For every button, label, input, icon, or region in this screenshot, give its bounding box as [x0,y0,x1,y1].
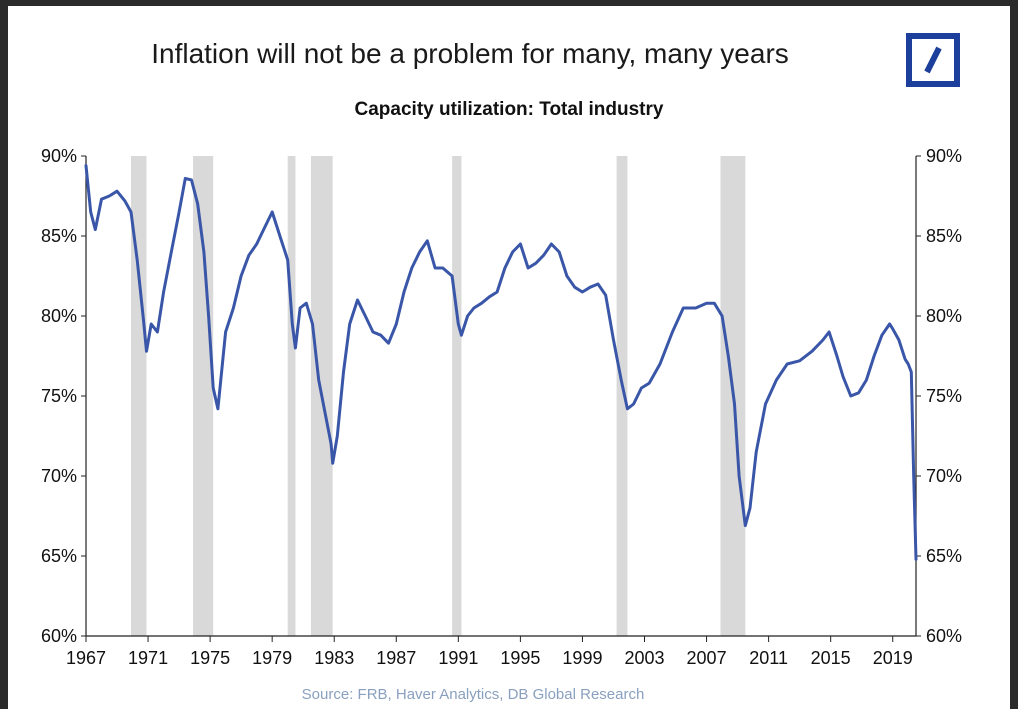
x-tick-label: 1995 [500,648,540,668]
x-tick-label: 1975 [190,648,230,668]
y-tick-label-left: 90% [41,146,77,166]
x-tick-label: 2019 [873,648,913,668]
y-tick-label-right: 65% [926,546,962,566]
x-tick-label: 1967 [66,648,106,668]
x-tick-label: 1979 [252,648,292,668]
x-tick-label: 2003 [624,648,664,668]
tick-labels: 60% 60% 65% 65% 70% 70% 75% 75% 80% 80% 85% 85% 90% 9… [41,146,962,668]
y-tick-label-right: 60% [926,626,962,646]
x-tick-label: 2007 [687,648,727,668]
y-tick-label-right: 80% [926,306,962,326]
x-tick-label: 1999 [562,648,602,668]
page-title: Inflation will not be a problem for many… [151,38,789,69]
y-tick-label-left: 60% [41,626,77,646]
recession-band [616,156,628,636]
chart-title: Capacity utilization: Total industry [354,99,664,120]
recession-bands [130,156,746,636]
x-tick-label: 1987 [376,648,416,668]
logo-slash-icon [924,46,942,74]
y-tick-label-left: 65% [41,546,77,566]
y-tick-label-left: 85% [41,226,77,246]
recession-band [452,156,462,636]
y-tick-label-right: 90% [926,146,962,166]
x-tick-label: 2011 [749,648,788,668]
y-tick-label-left: 80% [41,306,77,326]
recession-band [130,156,147,636]
y-tick-label-left: 75% [41,386,77,406]
y-tick-label-right: 85% [926,226,962,246]
source-note: Source: FRB, Haver Analytics, DB Global … [301,686,645,703]
y-tick-label-left: 70% [41,466,77,486]
recession-band [287,156,296,636]
recession-band [193,156,214,636]
x-tick-label: 1983 [314,648,354,668]
y-tick-label-right: 75% [926,386,962,406]
series-lines [84,164,918,561]
chart-panel [8,6,1010,709]
x-tick-label: 1991 [438,648,478,668]
y-tick-label-right: 70% [926,466,962,486]
series-line [84,164,918,561]
x-tick-label: 1971 [128,648,168,668]
deutsche-bank-logo [906,33,960,87]
x-tick-label: 2015 [811,648,851,668]
